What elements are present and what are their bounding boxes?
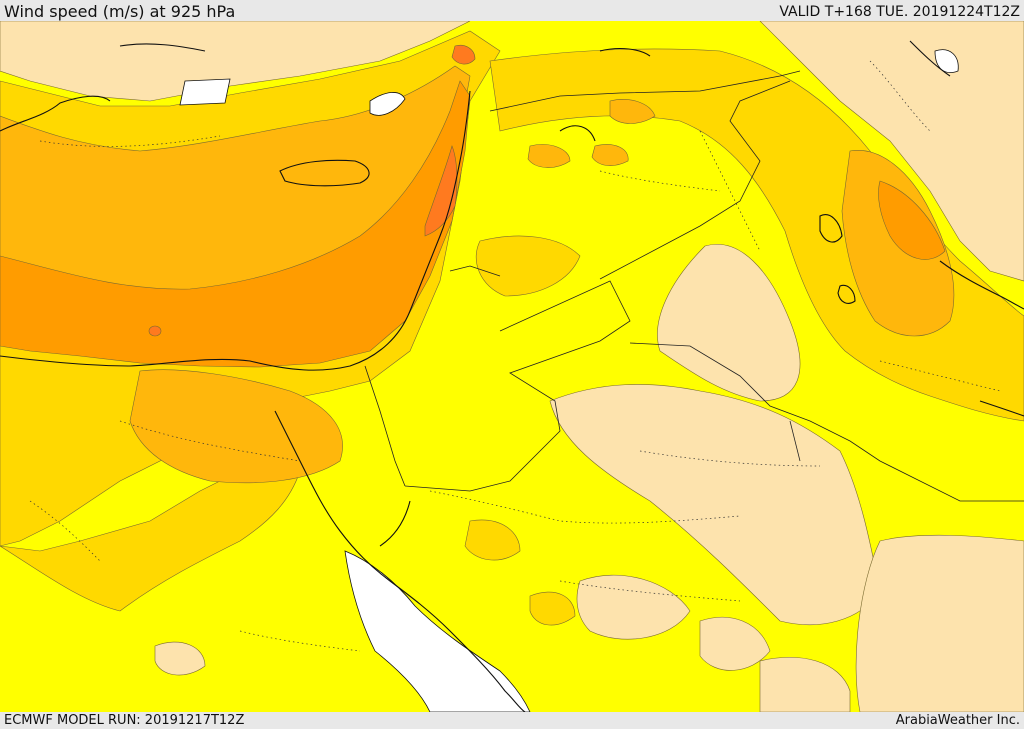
credit-label: ArabiaWeather Inc. <box>895 713 1020 728</box>
calm-wind-areas <box>0 21 1024 712</box>
country-borders <box>364 70 1024 502</box>
map-title: Wind speed (m/s) at 925 hPa <box>4 2 236 21</box>
wind-speed-map[interactable] <box>0 21 1024 712</box>
footer-bar: ECMWF MODEL RUN: 20191217T12Z ArabiaWeat… <box>0 712 1024 729</box>
no-data-areas <box>179 49 959 712</box>
coastlines <box>0 40 1024 712</box>
admin-boundaries <box>29 60 1001 652</box>
model-run-label: ECMWF MODEL RUN: 20191217T12Z <box>4 713 245 728</box>
strong-wind-areas <box>0 80 946 368</box>
valid-time: VALID T+168 TUE. 20191224T12Z <box>779 4 1020 20</box>
header-bar: Wind speed (m/s) at 925 hPa VALID T+168 … <box>0 0 1024 21</box>
very-strong-wind-areas <box>148 44 476 337</box>
